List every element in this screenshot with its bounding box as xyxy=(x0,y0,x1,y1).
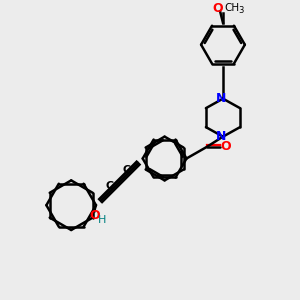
Text: O: O xyxy=(89,209,100,222)
Text: N: N xyxy=(216,92,227,105)
Text: O: O xyxy=(220,140,231,153)
Text: C: C xyxy=(122,165,130,175)
Text: CH: CH xyxy=(225,3,240,13)
Text: H: H xyxy=(98,215,106,225)
Text: O: O xyxy=(212,2,223,15)
Text: 3: 3 xyxy=(238,6,244,15)
Text: C: C xyxy=(106,181,114,191)
Text: N: N xyxy=(216,130,227,143)
